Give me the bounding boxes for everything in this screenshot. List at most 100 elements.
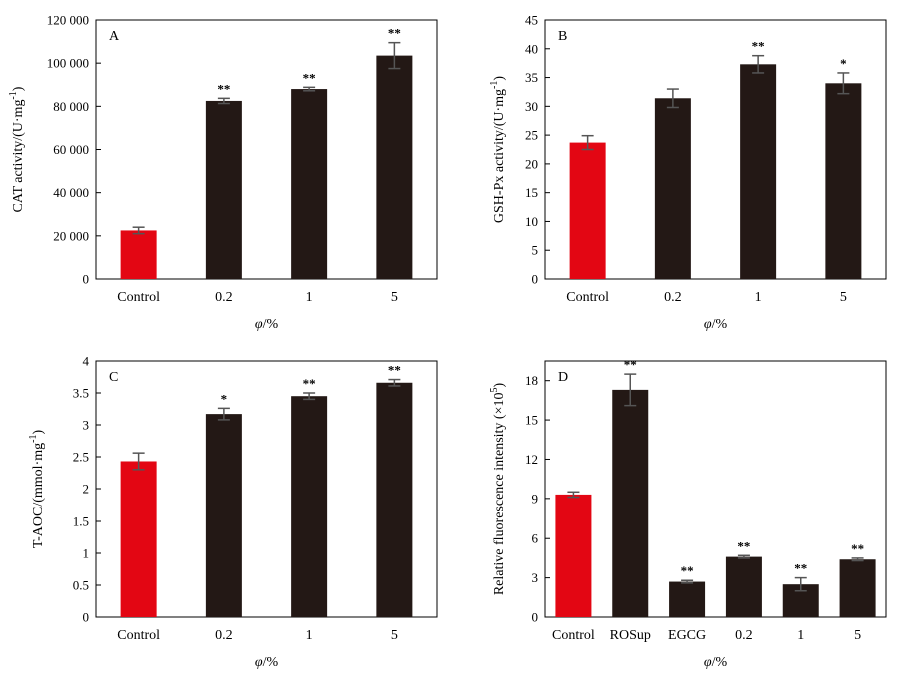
y-tick-label: 20: [525, 156, 538, 171]
category-label: 1: [306, 290, 313, 305]
x-axis-label: φ/%: [255, 317, 279, 332]
category-label: 5: [391, 290, 398, 305]
x-axis-variable: φ: [704, 317, 712, 332]
y-tick-label: 0: [532, 272, 539, 287]
plot-frame: [544, 19, 887, 280]
category-label: 0.2: [664, 290, 682, 305]
y-axis-label-main: Relative fluorescence intensity (×10: [492, 393, 507, 596]
significance-label: **: [794, 561, 807, 576]
bar: [120, 230, 157, 279]
y-axis-label-main: T-AOC/(mmol·mg: [31, 443, 46, 548]
panel-c: 0 0.5 1 1.5 2 2.5 3 3.5 4 Control * 0.2 ** 1 ** 5 Cφ/% T-…: [28, 354, 438, 670]
category-label: Control: [566, 290, 609, 305]
y-tick-label: 0: [532, 610, 539, 625]
y-tick-label: 0: [83, 610, 90, 625]
y-tick-label: 40 000: [53, 185, 89, 200]
significance-label: **: [303, 70, 316, 85]
significance-label: *: [221, 391, 228, 406]
x-axis-label: φ/%: [704, 655, 728, 670]
panel-label: D: [558, 370, 568, 385]
y-tick-label: 0.5: [73, 578, 89, 593]
bar: [205, 414, 242, 617]
y-axis-label-superscript: -1: [28, 435, 39, 443]
category-label: 1: [306, 628, 313, 643]
y-tick-label: 35: [525, 70, 538, 85]
bar: [825, 83, 862, 279]
y-axis-label-main: GSH-Px activity/(U·mg: [492, 89, 507, 223]
bar: [120, 461, 157, 617]
y-tick-label: 0: [83, 272, 90, 287]
category-label: 0.2: [735, 628, 753, 643]
y-tick-label: 2.5: [73, 450, 89, 465]
significance-label: **: [851, 541, 864, 556]
y-tick-label: 4: [83, 354, 90, 369]
significance-label: **: [681, 563, 694, 578]
x-axis-unit: /%: [712, 317, 728, 332]
category-label: Control: [117, 628, 160, 643]
panel-b: 0 5 10 15 20 25 30 35 40 45 Control 0.2 ** 1 * 5 Bφ/% GSH…: [489, 13, 887, 332]
significance-label: *: [840, 56, 847, 71]
panel-a: 0 20 000 40 000 60 000 80 000 100 000 120 000 C…: [8, 13, 438, 332]
category-label: 1: [755, 290, 762, 305]
y-tick-label: 9: [532, 491, 539, 506]
significance-label: **: [388, 363, 401, 378]
x-axis-variable: φ: [255, 655, 263, 670]
category-label: 5: [840, 290, 847, 305]
significance-label: **: [737, 538, 750, 553]
plot-frame: [544, 360, 887, 618]
y-axis-label-end: ): [11, 86, 26, 91]
panel-label: A: [109, 29, 120, 44]
y-tick-label: 1.5: [73, 514, 89, 529]
y-axis-label-end: ): [492, 76, 507, 81]
y-tick-label: 40: [525, 41, 538, 56]
y-tick-label: 15: [525, 413, 538, 428]
x-axis-variable: φ: [255, 317, 263, 332]
category-label: EGCG: [668, 628, 706, 643]
y-tick-label: 25: [525, 128, 538, 143]
category-label: 5: [854, 628, 861, 643]
category-label: Control: [117, 290, 160, 305]
category-label: 1: [797, 628, 804, 643]
y-axis-label-main: CAT activity/(U·mg: [11, 100, 26, 213]
y-tick-label: 20 000: [53, 228, 89, 243]
y-tick-label: 5: [532, 243, 539, 258]
y-tick-label: 12: [525, 452, 538, 467]
y-axis-label: GSH-Px activity/(U·mg-1): [489, 76, 507, 224]
bar: [205, 100, 242, 279]
x-axis-label: φ/%: [255, 655, 279, 670]
y-tick-label: 100 000: [47, 56, 89, 71]
y-tick-label: 3: [83, 418, 90, 433]
panel-label: C: [109, 370, 118, 385]
bar: [725, 556, 762, 617]
y-tick-label: 10: [525, 214, 538, 229]
bar: [654, 98, 691, 279]
y-axis-label: Relative fluorescence intensity (×105): [489, 383, 507, 596]
significance-label: **: [303, 376, 316, 391]
significance-label: **: [217, 81, 230, 96]
significance-label: **: [624, 357, 637, 372]
y-tick-label: 3.5: [73, 386, 89, 401]
x-axis-unit: /%: [263, 655, 279, 670]
bar: [376, 382, 413, 617]
significance-label: **: [752, 39, 765, 54]
y-axis-label-superscript: -1: [489, 81, 500, 89]
y-axis-label: T-AOC/(mmol·mg-1): [28, 430, 46, 549]
bar: [376, 55, 413, 279]
y-tick-label: 30: [525, 99, 538, 114]
y-tick-label: 6: [532, 531, 539, 546]
significance-label: **: [388, 26, 401, 41]
y-tick-label: 2: [83, 482, 90, 497]
bar: [612, 389, 649, 617]
y-tick-label: 45: [525, 13, 538, 28]
y-tick-label: 3: [532, 570, 539, 585]
y-tick-label: 60 000: [53, 142, 89, 157]
y-tick-label: 18: [525, 373, 538, 388]
bar: [291, 396, 328, 617]
y-tick-label: 80 000: [53, 99, 89, 114]
bar: [669, 581, 706, 617]
y-tick-label: 1: [83, 546, 90, 561]
y-tick-label: 15: [525, 185, 538, 200]
bar: [569, 142, 606, 279]
y-axis-label-end: ): [492, 383, 507, 388]
